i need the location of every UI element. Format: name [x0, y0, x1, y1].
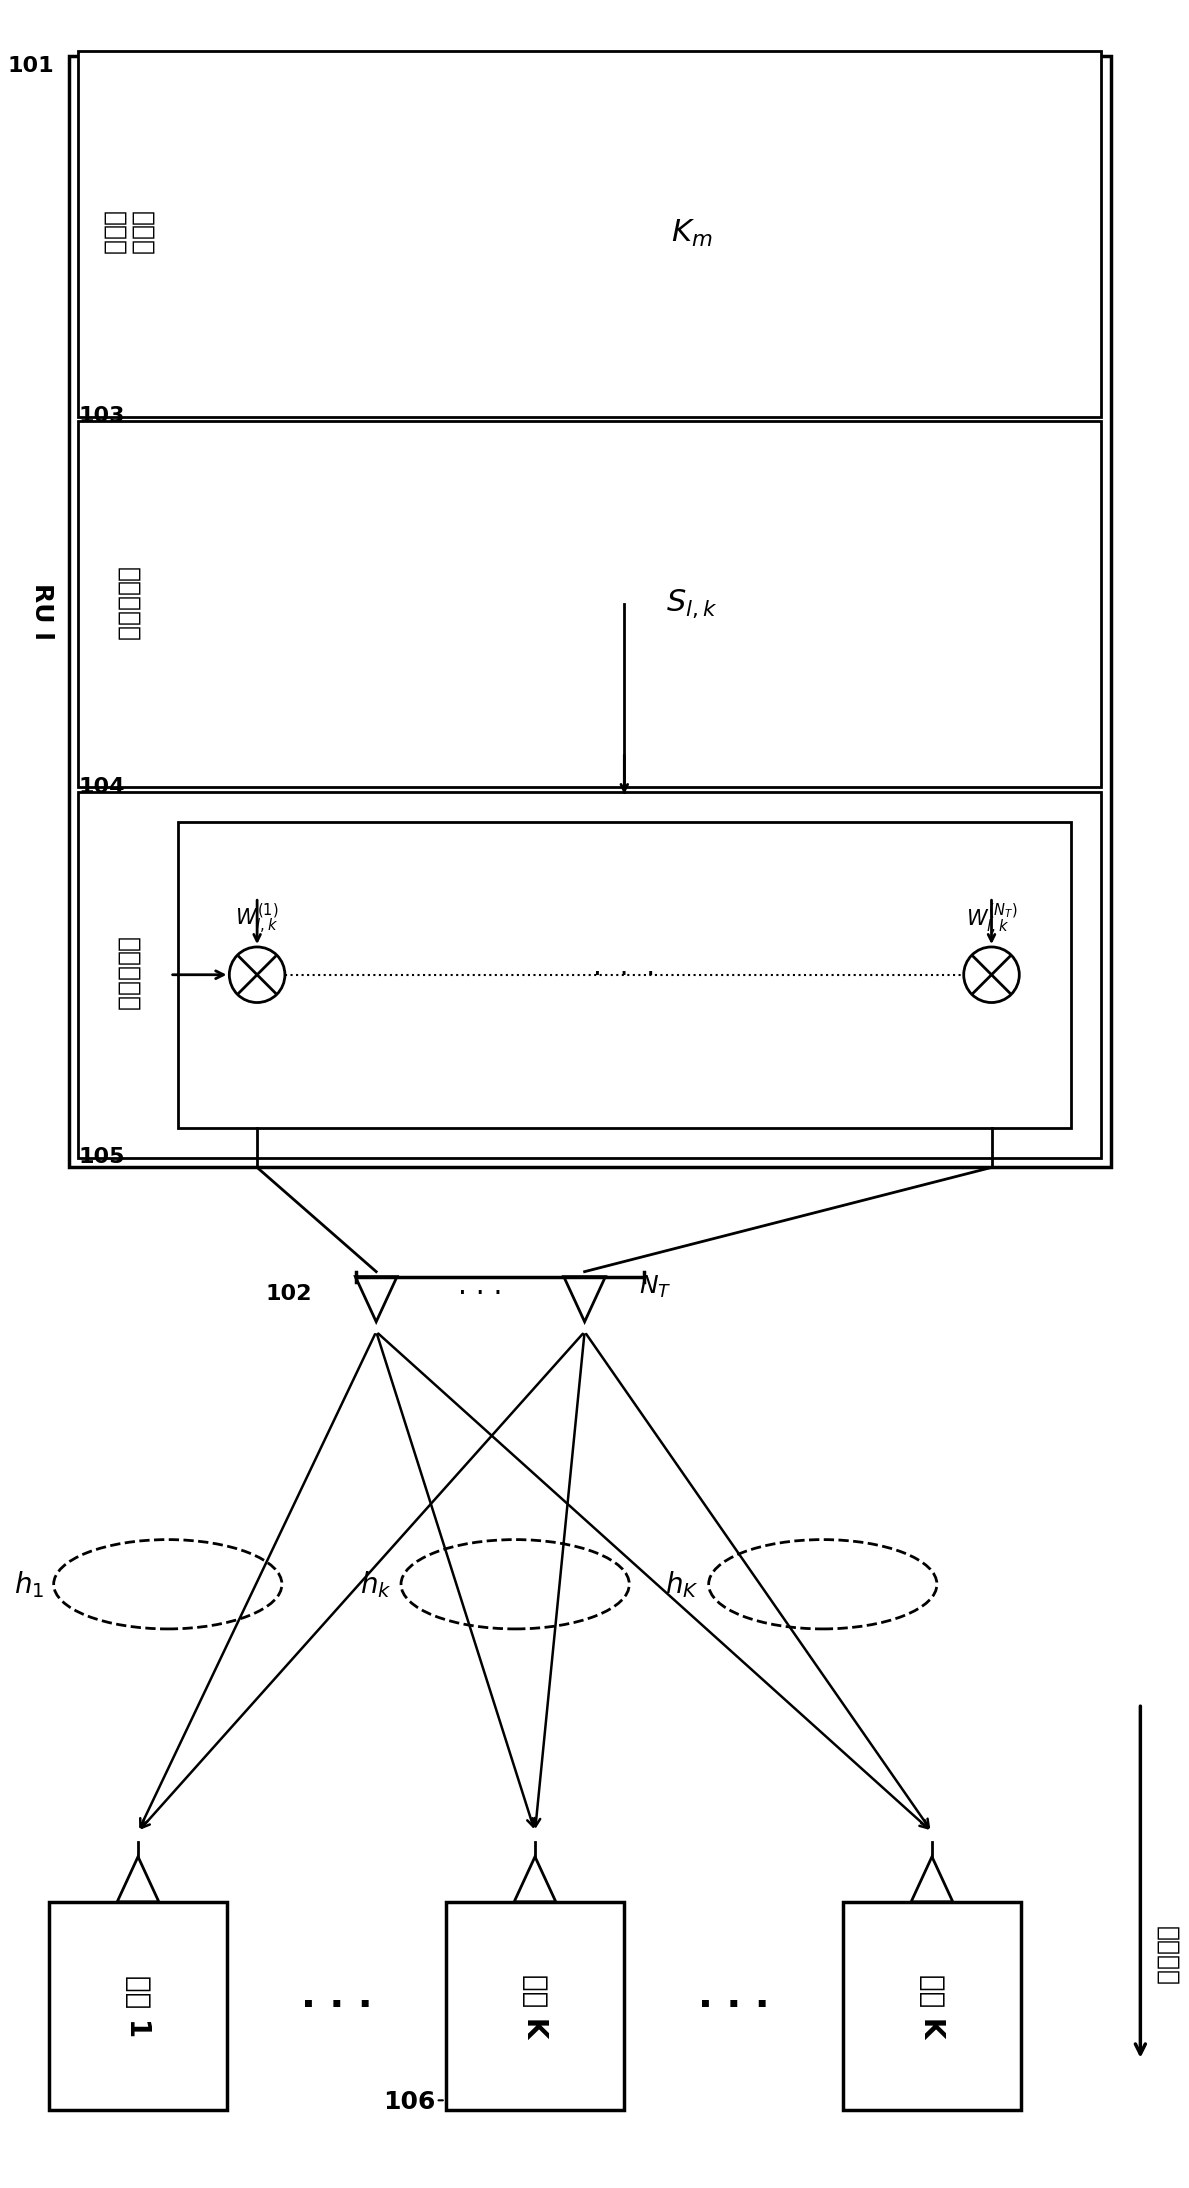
Bar — [78, 792, 1101, 1157]
Bar — [49, 1901, 227, 2109]
Bar — [78, 422, 1101, 788]
Text: 波束成形器: 波束成形器 — [117, 936, 140, 1013]
Text: · · ·: · · · — [301, 1987, 372, 2026]
Text: 用户 1: 用户 1 — [124, 1976, 152, 2037]
Text: 103: 103 — [78, 407, 125, 427]
Text: $h_K$: $h_K$ — [665, 1569, 699, 1599]
Text: 信号生成器: 信号生成器 — [117, 567, 140, 641]
Text: $h_k$: $h_k$ — [359, 1569, 391, 1599]
Text: $N_T$: $N_T$ — [640, 1273, 672, 1300]
Bar — [69, 57, 1111, 1168]
Text: 101: 101 — [7, 55, 54, 77]
Bar — [843, 1901, 1021, 2109]
Text: RU l: RU l — [30, 584, 54, 641]
Text: 105: 105 — [78, 1147, 125, 1168]
Text: · · ·: · · · — [458, 1280, 503, 1308]
Text: 102: 102 — [265, 1284, 312, 1304]
Text: $S_{l,k}$: $S_{l,k}$ — [666, 589, 717, 621]
Text: 用户 K: 用户 K — [918, 1974, 946, 2039]
Bar — [78, 50, 1101, 416]
Text: 用户 K: 用户 K — [521, 1974, 549, 2039]
Text: 106: 106 — [383, 2090, 435, 2114]
Text: $K_m$: $K_m$ — [671, 219, 712, 249]
Bar — [446, 1901, 624, 2109]
Text: 移动站
选择器: 移动站 选择器 — [102, 212, 155, 256]
Bar — [177, 823, 1071, 1127]
Text: · · ·: · · · — [698, 1987, 769, 2026]
Text: ·  ·  ·: · · · — [593, 961, 655, 989]
Text: $W^{(1)}_{l,k}$: $W^{(1)}_{l,k}$ — [235, 901, 279, 936]
Text: 用户信道: 用户信道 — [1156, 1925, 1179, 1987]
Text: $h_1$: $h_1$ — [13, 1569, 44, 1599]
Text: $W^{(N_T)}_{l,k}$: $W^{(N_T)}_{l,k}$ — [965, 901, 1018, 936]
Text: 104: 104 — [78, 777, 125, 796]
